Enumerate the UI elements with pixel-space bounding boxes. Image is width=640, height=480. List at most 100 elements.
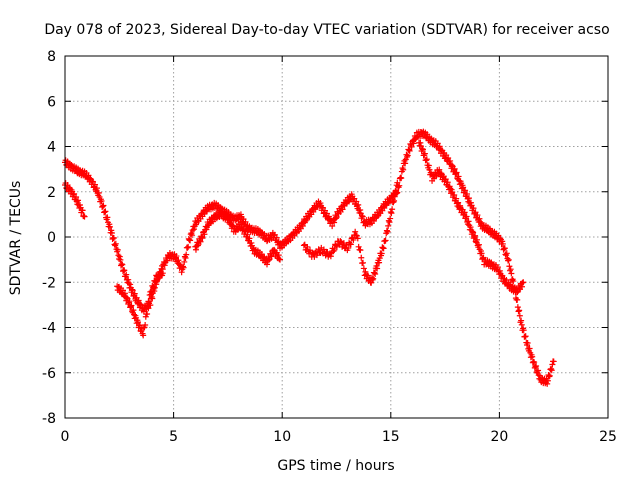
data-point [520,327,527,334]
data-point [116,253,123,260]
data-point [410,140,417,147]
y-tick-label: 2 [47,185,56,201]
data-point [368,279,375,286]
data-point [464,221,471,228]
data-point [127,303,134,310]
data-point [379,244,386,251]
data-point [549,361,556,368]
chart-title: Day 078 of 2023, Sidereal Day-to-day VTE… [44,22,609,38]
data-point [516,312,523,319]
data-point [192,246,199,253]
data-point [275,252,282,259]
data-point [196,237,203,244]
data-point [271,246,278,253]
data-point [337,238,344,245]
data-point [111,241,118,248]
data-point [148,288,155,295]
data-point [423,156,430,163]
data-point [455,199,462,206]
data-point [273,250,280,257]
data-point [126,298,133,305]
data-point [333,214,340,221]
data-point [131,290,138,297]
data-point [185,243,192,250]
data-point [263,261,270,268]
x-tick-label: 20 [490,429,508,445]
data-point [129,308,136,315]
data-point [436,166,443,173]
data-point [125,280,132,287]
grid-lines [65,56,608,418]
data-point [544,377,551,384]
data-point [187,237,194,244]
data-point [462,187,469,194]
data-point [391,197,398,204]
x-tick-label: 10 [273,429,291,445]
y-tick-label: 0 [47,230,56,246]
data-point [237,220,244,227]
data-point [453,169,460,176]
y-tick-label: 4 [47,140,56,156]
data-point [325,213,332,220]
data-point [472,232,479,239]
data-point [522,333,529,340]
data-point [516,307,523,314]
data-point [137,301,144,308]
data-point [202,223,209,230]
data-point [304,243,311,250]
data-point [461,209,468,216]
data-point [119,268,126,275]
data-point [533,368,540,375]
data-point [355,243,362,250]
data-point [199,235,206,242]
data-point [456,181,463,188]
data-point [173,253,180,260]
data-point [507,266,514,273]
data-point [499,240,506,247]
x-tick-label: 25 [599,429,617,445]
data-point [421,150,428,157]
data-point [246,235,253,242]
data-point [102,208,109,215]
data-point [81,213,88,220]
data-point [423,157,430,164]
data-point [531,359,538,366]
y-axis-label: SDTVAR / TECUs [8,181,24,296]
data-point [180,264,187,271]
data-point [331,219,338,226]
data-point [465,195,472,202]
data-point [505,257,512,264]
data-point [402,156,409,163]
data-point [419,146,426,153]
data-point [526,345,533,352]
data-point [404,153,411,160]
data-point [386,219,393,226]
data-point [371,269,378,276]
data-point [535,367,542,374]
data-point [207,219,214,226]
data-point [229,222,236,229]
plot-frame [64,55,609,419]
data-point [406,146,413,153]
data-point [299,223,306,230]
data-point [242,218,249,225]
data-point [315,246,322,253]
data-point [436,143,443,150]
data-point [104,214,111,221]
data-point [354,235,361,242]
data-point [434,140,441,147]
data-point [510,278,517,285]
data-point [432,172,439,179]
data-point [474,236,481,243]
data-point [469,228,476,235]
data-point [546,372,553,379]
data-point [75,197,82,204]
data-point [99,203,106,210]
data-point [442,176,449,183]
data-point [123,294,130,301]
data-point [494,264,501,271]
data-point [91,181,98,188]
data-point [548,365,555,372]
data-point [71,190,78,197]
data-point [144,303,151,310]
